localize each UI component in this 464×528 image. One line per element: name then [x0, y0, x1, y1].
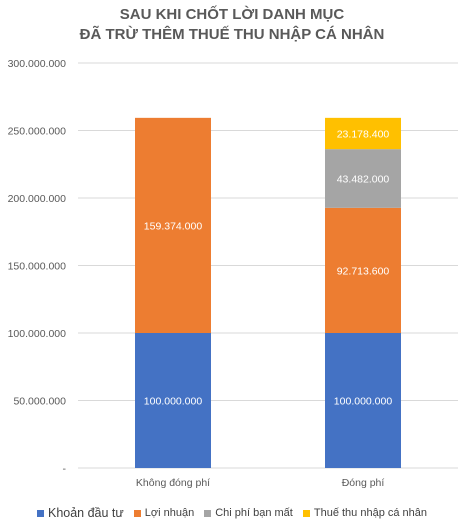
data-label: 100.000.000: [334, 396, 393, 408]
bar-segment: [325, 117, 401, 150]
legend-item: Khoản đầu tư: [36, 506, 124, 520]
bar-segment: [325, 333, 401, 468]
chart-legend: Khoản đầu tư Lợi nhuận Chi phí bạn mất Thuế…: [0, 503, 464, 523]
legend-label: Thuế thu nhập cá nhân: [313, 507, 428, 519]
y-tick-label: 50.000.000: [13, 396, 66, 408]
y-tick-label: 200.000.000: [8, 193, 67, 205]
y-tick-label: 300.000.000: [8, 58, 67, 70]
x-tick-label: Không đóng phí: [136, 477, 210, 489]
legend-label: Khoản đầu tư: [47, 506, 124, 520]
legend-swatch: [302, 509, 310, 517]
bar-segment: [325, 207, 401, 333]
legend-label: Chi phí bạn mất: [215, 507, 293, 519]
y-tick-label: 150.000.000: [8, 261, 67, 273]
chart-title-line-2: ĐÃ TRỪ THÊM THUẾ THU NHẬP CÁ NHÂN: [79, 26, 385, 43]
data-label: 43.482.000: [337, 173, 390, 185]
bar-segment: [325, 149, 401, 208]
data-label: 159.374.000: [144, 220, 203, 232]
data-label: 100.000.000: [144, 396, 203, 408]
legend-swatch: [36, 509, 44, 517]
legend-label: Lợi nhuận: [144, 507, 195, 519]
legend-swatch: [204, 509, 212, 517]
bar-segment: [135, 333, 211, 468]
legend-swatch: [133, 509, 141, 517]
data-label: 23.178.400: [337, 128, 390, 140]
y-tick-label: 100.000.000: [8, 328, 67, 340]
x-tick-label: Đóng phí: [342, 477, 385, 489]
bar-segment: [135, 117, 211, 334]
data-label: 92.713.600: [337, 265, 390, 277]
legend-item: Lợi nhuận: [133, 507, 195, 519]
legend-item: Chi phí bạn mất: [204, 507, 293, 519]
y-tick-label: -: [63, 463, 67, 475]
legend-item: Thuế thu nhập cá nhân: [302, 507, 428, 519]
chart-title-line-1: SAU KHI CHỐT LỜI DANH MỤC: [119, 6, 345, 23]
y-tick-label: 250.000.000: [8, 126, 67, 138]
